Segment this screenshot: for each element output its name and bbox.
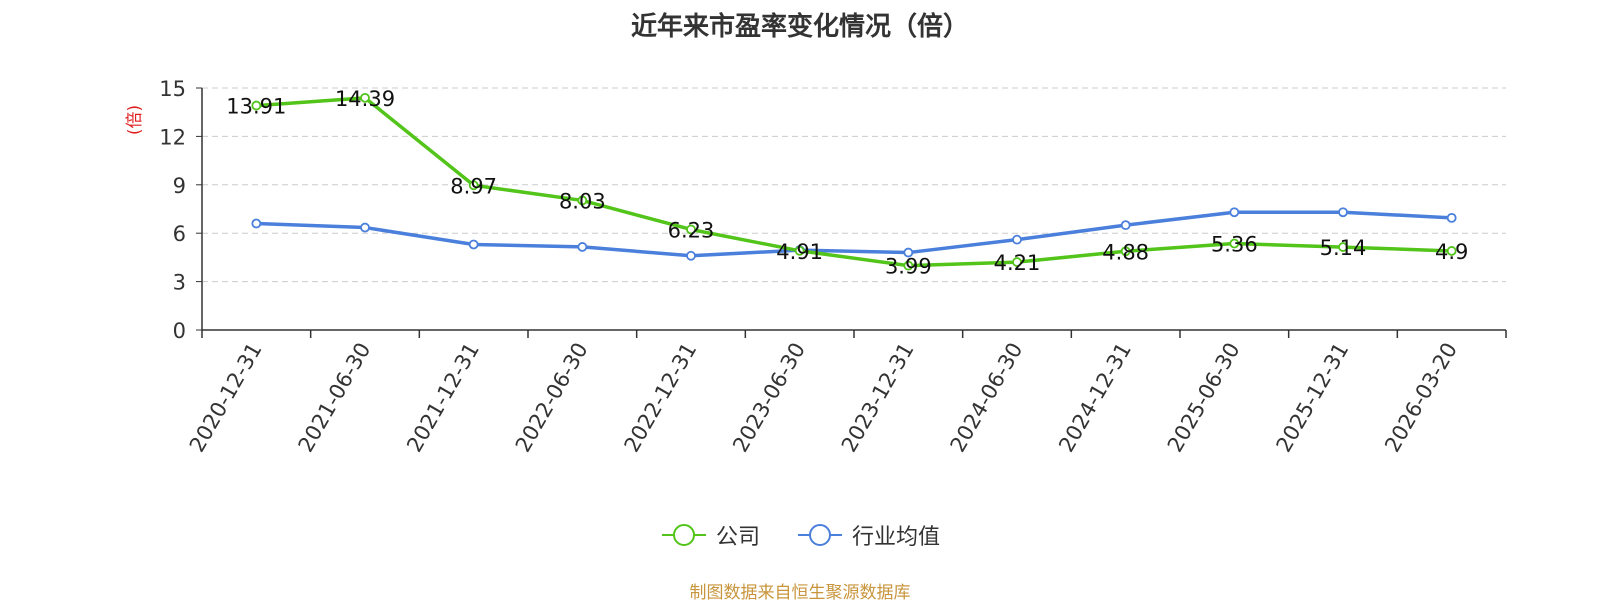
x-tick-label: 2024-12-31	[1054, 339, 1136, 457]
industry-average-point	[686, 250, 696, 261]
industry-average-point	[577, 242, 588, 252]
industry-average-point	[468, 239, 479, 250]
company-data-label: 4.91	[776, 240, 823, 264]
company-point	[577, 195, 588, 206]
industry-average-point	[1012, 234, 1022, 245]
x-tick-label: 2023-06-30	[728, 339, 810, 457]
y-tick-label: 6	[173, 222, 186, 246]
industry-average-point	[1446, 212, 1457, 223]
x-tick-label: 2021-12-31	[402, 338, 484, 456]
legend-item-industry-average[interactable]: 行业均值	[796, 519, 940, 551]
company-data-label: 14.39	[335, 87, 395, 111]
company-data-label: 4.88	[1102, 240, 1149, 264]
company-point	[1120, 246, 1131, 257]
company-point	[360, 92, 370, 103]
company-point	[1012, 257, 1022, 267]
chart-title: 近年来市盈率变化情况（倍）	[630, 12, 969, 42]
company-point	[686, 224, 696, 235]
company-point	[903, 260, 914, 271]
company-point	[251, 100, 262, 111]
y-tick-label: 9	[173, 174, 186, 198]
company-point	[468, 180, 479, 191]
y-axis-label: (倍)	[125, 105, 145, 135]
industry-average-point	[360, 222, 370, 233]
source-note: 制图数据来自恒生聚源数据库	[689, 583, 911, 603]
industry-average-point	[251, 218, 262, 229]
legend-label-company: 公司	[715, 525, 760, 550]
company-data-label: 5.36	[1211, 233, 1258, 257]
company-data-label: 4.9	[1435, 240, 1468, 264]
industry-average-point	[1338, 207, 1348, 218]
company-data-label: 6.23	[668, 218, 715, 242]
x-tick-label: 2024-06-30	[946, 339, 1028, 457]
y-tick-label: 3	[173, 271, 186, 295]
x-tick-label: 2025-12-31	[1272, 339, 1354, 457]
x-tick-label: 2023-12-31	[837, 338, 919, 456]
x-tick-label: 2021-06-30	[294, 339, 376, 457]
y-tick-label: 0	[173, 319, 186, 343]
company-data-label: 8.03	[559, 189, 606, 213]
industry-average-line	[256, 210, 1452, 258]
company-data-label: 13.91	[226, 95, 286, 119]
company-data-label: 3.99	[885, 255, 932, 279]
industry-average-point	[903, 247, 914, 258]
legend[interactable]: 公司 行业均值	[0, 520, 1600, 550]
x-tick-label: 2022-12-31	[620, 339, 702, 457]
company-data-label: 4.21	[994, 251, 1041, 275]
x-tick-label: 2022-06-30	[511, 339, 593, 457]
x-tick-label: 2020-12-31	[185, 339, 267, 457]
legend-label-industry-average: 行业均值	[852, 525, 941, 550]
y-tick-label: 12	[159, 125, 186, 149]
legend-marker-industry-average	[798, 524, 842, 546]
company-data-label: 8.97	[450, 174, 497, 198]
company-data-label: 5.14	[1320, 236, 1367, 260]
legend-marker-company	[661, 524, 706, 546]
legend-item-company[interactable]: 公司	[660, 519, 760, 551]
y-tick-label: 15	[159, 77, 186, 101]
company-line	[256, 96, 1452, 268]
industry-average-point	[1120, 220, 1131, 231]
company-point	[1229, 238, 1240, 249]
industry-average-point	[1229, 207, 1240, 218]
x-tick-label: 2026-03-20	[1380, 339, 1462, 457]
company-point	[794, 245, 805, 256]
x-tick-label: 2025-06-30	[1163, 339, 1245, 457]
company-point	[1446, 246, 1457, 256]
company-point	[1338, 242, 1348, 252]
